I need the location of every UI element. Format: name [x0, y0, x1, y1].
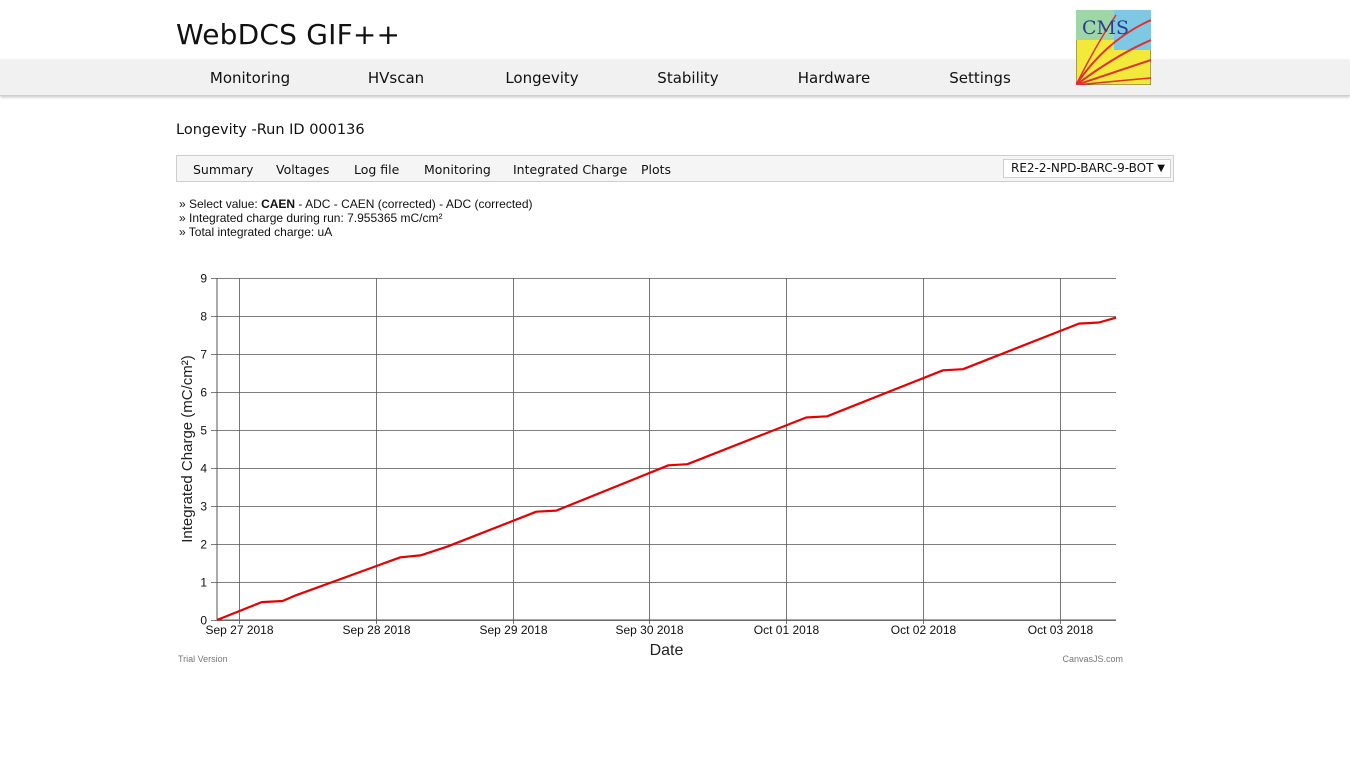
nav-monitoring[interactable]: Monitoring — [209, 69, 291, 87]
integrated-charge-run: » Integrated charge during run: 7.955365… — [179, 211, 443, 225]
cms-logo[interactable]: CMS — [1076, 10, 1151, 85]
chamber-select[interactable]: RE2-2-NPD-BARC-9-BOT ▼ — [1003, 159, 1171, 178]
integrated-charge-series-line — [216, 316, 1117, 622]
total-integrated-charge: » Total integrated charge: uA — [179, 225, 333, 239]
y-tick-label: 6 — [200, 386, 207, 400]
x-tick-label: Sep 28 2018 — [342, 623, 410, 637]
tab-integrated-charge[interactable]: Integrated Charge — [513, 162, 628, 177]
x-axis-title: Date — [650, 642, 684, 659]
select-adc-link[interactable]: ADC — [305, 197, 331, 211]
y-tick-label: 0 — [200, 614, 207, 628]
run-title: Longevity -Run ID 000136 — [176, 122, 365, 138]
tab-monitoring[interactable]: Monitoring — [424, 162, 491, 177]
x-tick-label: Oct 01 2018 — [754, 623, 820, 637]
select-value-label: » Select value: — [179, 197, 262, 211]
select-caen-corrected-link[interactable]: CAEN (corrected) — [341, 197, 436, 211]
nav-stability[interactable]: Stability — [657, 69, 719, 87]
logo-text: CMS — [1082, 17, 1129, 39]
y-tick-label: 8 — [200, 310, 207, 324]
y-tick-label: 4 — [200, 462, 207, 476]
select-separator: - — [295, 197, 306, 211]
canvasjs-credit-link[interactable]: CanvasJS.com — [1062, 654, 1123, 664]
chevron-down-icon: ▼ — [1157, 163, 1165, 174]
x-tick-label: Oct 03 2018 — [1028, 623, 1094, 637]
y-tick-label: 7 — [200, 348, 207, 362]
select-separator: - — [435, 197, 446, 211]
x-tick-label: Oct 02 2018 — [891, 623, 957, 637]
integrated-charge-chart: 0 1 2 3 4 5 6 7 8 9 Sep 27 2018 Sep 28 2018 Sep 29 2… — [178, 272, 1123, 665]
select-caen-active[interactable]: CAEN — [261, 197, 296, 211]
trial-version-label: Trial Version — [178, 654, 228, 664]
tab-voltages[interactable]: Voltages — [276, 162, 330, 177]
site-title: WebDCS GIF++ — [176, 18, 401, 51]
tab-log-file[interactable]: Log file — [354, 162, 400, 177]
y-axis-title: Integrated Charge (mC/cm²) — [179, 355, 196, 543]
chamber-select-value: RE2-2-NPD-BARC-9-BOT — [1011, 161, 1154, 175]
y-tick-label: 2 — [200, 538, 207, 552]
y-tick-label: 1 — [200, 576, 207, 590]
nav-settings[interactable]: Settings — [949, 69, 1011, 87]
x-tick-label: Sep 30 2018 — [615, 623, 683, 637]
x-tick-label: Sep 27 2018 — [205, 623, 273, 637]
y-tick-label: 5 — [200, 424, 207, 438]
tab-summary[interactable]: Summary — [193, 162, 254, 177]
run-info: » Select value: CAEN - ADC - CAEN (corre… — [179, 197, 533, 239]
nav-hardware[interactable]: Hardware — [797, 69, 871, 87]
nav-longevity[interactable]: Longevity — [505, 69, 579, 87]
x-tick-label: Sep 29 2018 — [479, 623, 547, 637]
select-value-line: » Select value: CAEN - ADC - CAEN (corre… — [179, 197, 533, 211]
y-tick-label: 9 — [200, 272, 207, 286]
select-adc-corrected-link[interactable]: ADC (corrected) — [445, 197, 533, 211]
y-tick-label: 3 — [200, 500, 207, 514]
tab-plots[interactable]: Plots — [641, 162, 672, 177]
nav-hvscan[interactable]: HVscan — [367, 69, 425, 87]
select-separator: - — [330, 197, 342, 211]
